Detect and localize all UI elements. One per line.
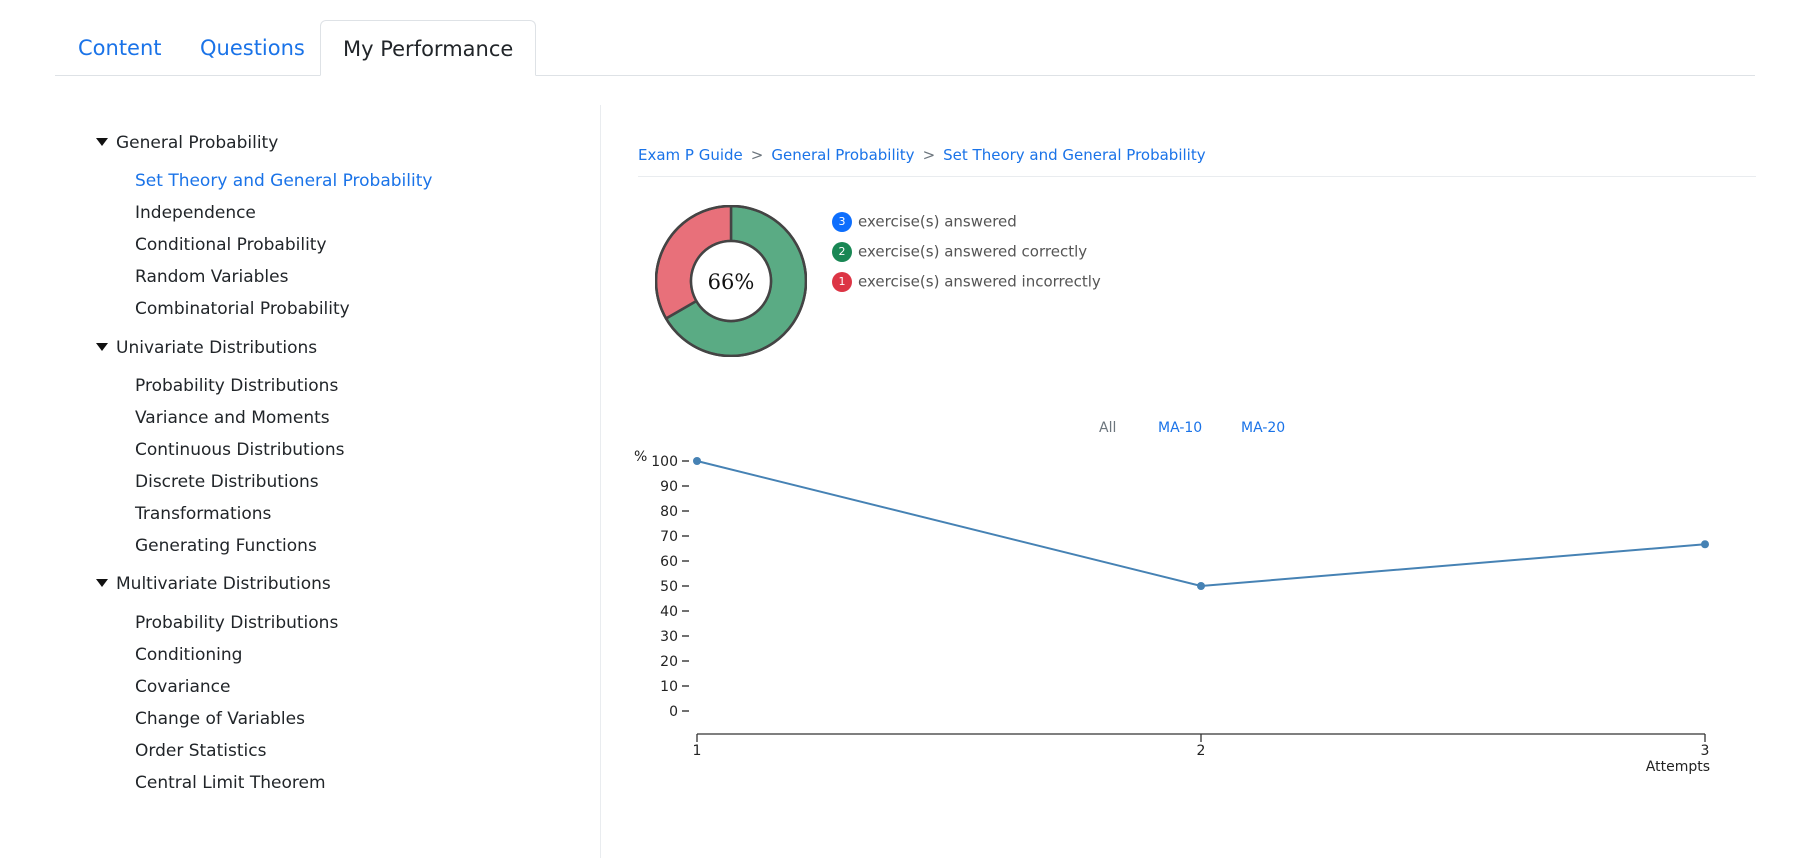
breadcrumb-general-probability[interactable]: General Probability xyxy=(771,146,915,164)
column-divider xyxy=(600,105,601,858)
sidebar-group-univariate-distributions[interactable]: Univariate Distributions xyxy=(90,338,317,358)
sidebar-item-random-variables[interactable]: Random Variables xyxy=(135,267,289,287)
y-tick-label: 50 xyxy=(660,579,678,595)
y-tick-label: 90 xyxy=(660,479,678,495)
incorrect-count-badge: 1 xyxy=(832,272,852,292)
series-line xyxy=(696,460,1706,588)
x-tick-label: 1 xyxy=(693,743,702,759)
sidebar-item-conditioning[interactable]: Conditioning xyxy=(135,645,243,665)
sidebar-item-discrete-distributions[interactable]: Discrete Distributions xyxy=(135,472,319,492)
legend-incorrect: 1 exercise(s) answered incorrectly xyxy=(832,272,1101,302)
sidebar-item-multivariate-probability-distributions[interactable]: Probability Distributions xyxy=(135,613,339,633)
y-tick-label: 40 xyxy=(660,604,678,620)
sidebar-item-order-statistics[interactable]: Order Statistics xyxy=(135,741,267,761)
sidebar-item-set-theory[interactable]: Set Theory and General Probability xyxy=(135,171,433,191)
data-point xyxy=(1197,582,1205,590)
caret-down-icon xyxy=(96,579,108,587)
correct-text: exercise(s) answered correctly xyxy=(858,242,1088,261)
sidebar-item-conditional-probability[interactable]: Conditional Probability xyxy=(135,235,327,255)
tab-bar: Content Questions My Performance xyxy=(55,20,1755,76)
y-tick-label: 10 xyxy=(660,679,678,695)
sidebar-item-continuous-distributions[interactable]: Continuous Distributions xyxy=(135,440,345,460)
y-axis-label: % xyxy=(634,449,647,465)
y-tick-label: 30 xyxy=(660,629,678,645)
correct-count-badge: 2 xyxy=(832,242,852,262)
sidebar-group-multivariate-distributions[interactable]: Multivariate Distributions xyxy=(90,574,331,594)
breadcrumb-separator: > xyxy=(750,146,764,164)
caret-down-icon xyxy=(96,343,108,351)
donut-inner-ring xyxy=(689,239,773,323)
sidebar-item-covariance[interactable]: Covariance xyxy=(135,677,231,697)
sidebar-group-label: Univariate Distributions xyxy=(116,338,318,358)
breadcrumb-exam-p-guide[interactable]: Exam P Guide xyxy=(638,146,743,164)
y-tick-label: 100 xyxy=(651,454,678,470)
filter-ma-10[interactable]: MA-10 xyxy=(1158,420,1203,436)
answered-count-badge: 3 xyxy=(832,212,852,232)
sidebar-item-probability-distributions[interactable]: Probability Distributions xyxy=(135,376,339,396)
y-tick-label: 80 xyxy=(660,504,678,520)
sidebar-item-central-limit-theorem[interactable]: Central Limit Theorem xyxy=(135,773,326,793)
data-point xyxy=(1701,540,1709,549)
incorrect-text: exercise(s) answered incorrectly xyxy=(858,272,1101,291)
x-axis-label: Attempts xyxy=(1646,759,1710,775)
sidebar-item-combinatorial-probability[interactable]: Combinatorial Probability xyxy=(135,299,350,319)
filter-all[interactable]: All xyxy=(1099,420,1117,436)
tab-questions[interactable]: Questions xyxy=(200,36,305,60)
score-donut-chart: 66% xyxy=(655,205,807,357)
x-tick-label: 3 xyxy=(1701,743,1710,759)
y-tick-label: 70 xyxy=(660,529,678,545)
tab-my-performance[interactable]: My Performance xyxy=(320,20,537,76)
x-tick-label: 2 xyxy=(1197,743,1206,759)
sidebar-group-label: Multivariate Distributions xyxy=(116,574,331,594)
sidebar-item-generating-functions[interactable]: Generating Functions xyxy=(135,536,317,556)
answered-text: exercise(s) answered xyxy=(858,212,1017,231)
breadcrumb-set-theory[interactable]: Set Theory and General Probability xyxy=(943,146,1206,164)
filter-ma-20[interactable]: MA-20 xyxy=(1241,420,1286,436)
caret-down-icon xyxy=(96,138,108,146)
y-tick-label: 60 xyxy=(660,554,678,570)
sidebar-item-transformations[interactable]: Transformations xyxy=(135,504,272,524)
donut-outer-ring xyxy=(655,205,807,357)
score-percent-label: 66% xyxy=(708,270,755,294)
breadcrumb-separator: > xyxy=(922,146,936,164)
sidebar-group-label: General Probability xyxy=(116,133,279,153)
summary-legend: 3 exercise(s) answered 2 exercise(s) answe… xyxy=(832,212,1101,302)
breadcrumb: Exam P Guide > General Probability > Set The… xyxy=(638,146,1756,177)
legend-correct: 2 exercise(s) answered correctly xyxy=(832,242,1101,272)
legend-answered: 3 exercise(s) answered xyxy=(832,212,1101,242)
y-tick-label: 20 xyxy=(660,654,678,670)
sidebar-group-general-probability[interactable]: General Probability xyxy=(90,133,278,153)
sidebar-item-variance-and-moments[interactable]: Variance and Moments xyxy=(135,408,330,428)
sidebar-item-independence[interactable]: Independence xyxy=(135,203,256,223)
data-point xyxy=(693,457,701,465)
sidebar-item-change-of-variables[interactable]: Change of Variables xyxy=(135,709,305,729)
tab-content[interactable]: Content xyxy=(78,36,162,60)
y-tick-label: 0 xyxy=(669,704,678,720)
